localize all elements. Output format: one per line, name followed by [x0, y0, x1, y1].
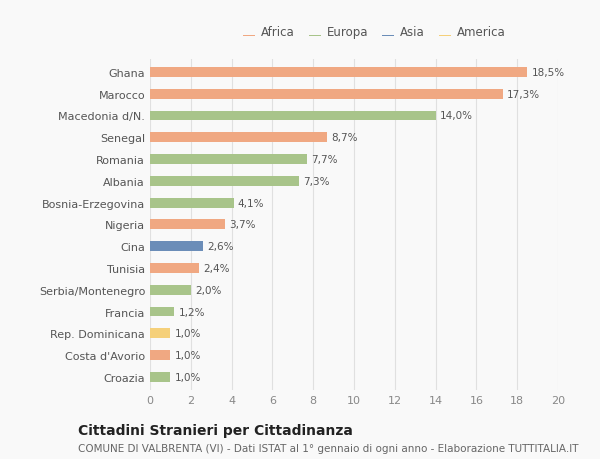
Text: Cittadini Stranieri per Cittadinanza: Cittadini Stranieri per Cittadinanza [78, 423, 353, 437]
Bar [150, 177, 299, 186]
Bar [150, 242, 203, 252]
Bar [150, 285, 191, 295]
Bar [150, 307, 175, 317]
Bar [150, 68, 527, 78]
Text: 8,7%: 8,7% [332, 133, 358, 143]
Bar [150, 90, 503, 99]
Bar [150, 372, 170, 382]
Text: 1,0%: 1,0% [175, 350, 201, 360]
Bar [150, 155, 307, 165]
Text: 7,7%: 7,7% [311, 155, 338, 165]
Text: 2,0%: 2,0% [195, 285, 221, 295]
Text: 4,1%: 4,1% [238, 198, 264, 208]
Text: 14,0%: 14,0% [440, 111, 473, 121]
Text: COMUNE DI VALBRENTA (VI) - Dati ISTAT al 1° gennaio di ogni anno - Elaborazione : COMUNE DI VALBRENTA (VI) - Dati ISTAT al… [78, 443, 578, 453]
Bar [150, 133, 328, 143]
Text: 3,7%: 3,7% [230, 220, 256, 230]
Bar [150, 198, 233, 208]
Text: 1,0%: 1,0% [175, 372, 201, 382]
Text: 1,2%: 1,2% [179, 307, 205, 317]
Bar [150, 351, 170, 360]
Bar [150, 263, 199, 273]
Text: 7,3%: 7,3% [303, 176, 329, 186]
Text: 17,3%: 17,3% [507, 90, 540, 100]
Text: 18,5%: 18,5% [532, 68, 565, 78]
Text: 1,0%: 1,0% [175, 329, 201, 339]
Bar [150, 329, 170, 339]
Bar [150, 220, 226, 230]
Text: 2,4%: 2,4% [203, 263, 230, 274]
Bar [150, 111, 436, 121]
Legend: Africa, Europa, Asia, America: Africa, Europa, Asia, America [244, 26, 505, 39]
Text: 2,6%: 2,6% [207, 241, 233, 252]
